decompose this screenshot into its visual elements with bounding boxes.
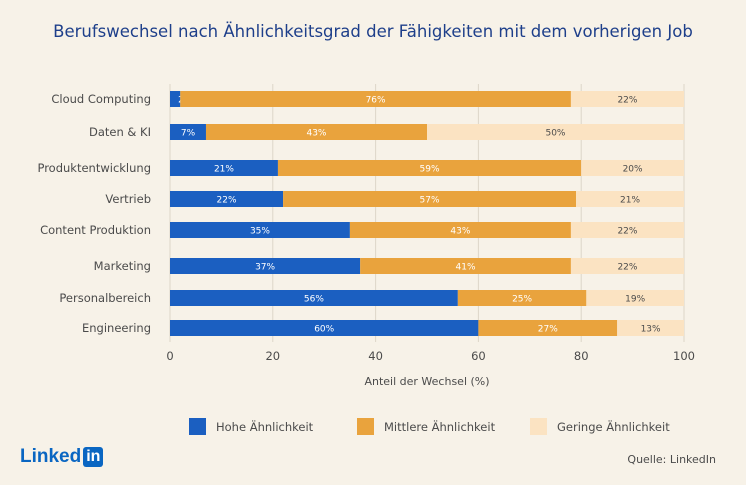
x-axis-title: Anteil der Wechsel (%) [364,375,489,388]
x-tick-label: 80 [574,349,589,363]
bar-segment [170,258,361,274]
bar-segment [170,222,350,238]
legend-swatch-high [189,418,206,435]
bar-segment [170,191,284,207]
category-label: Cloud Computing [51,92,151,106]
bar-segment [170,124,206,140]
data-label: 41% [456,263,476,273]
bar-segment [570,222,684,238]
bar-segment [570,258,684,274]
data-label: 59% [420,165,440,175]
data-label: 22% [217,196,237,206]
data-label: 22% [617,96,637,106]
legend-swatch-medium [357,418,374,435]
legend-swatch-low [530,418,547,435]
data-label: 21% [620,196,640,206]
category-label: Vertrieb [105,192,151,206]
category-label: Daten & KI [89,125,151,139]
source-note: Quelle: LinkedIn [627,453,716,466]
bar-segment [360,258,571,274]
chart-title: Berufswechsel nach Ähnlichkeitsgrad der … [53,22,693,41]
bar-segment [570,91,684,107]
bar-segment [205,124,427,140]
bar-segment [617,320,684,336]
data-label: 56% [304,295,324,305]
legend-label-medium: Mittlere Ähnlichkeit [384,419,496,434]
data-label: 43% [450,227,470,237]
data-label: 22% [617,227,637,237]
x-tick-label: 100 [673,349,695,363]
data-label: 13% [641,325,661,335]
data-label: 43% [306,129,326,139]
legend-label-low: Geringe Ähnlichkeit [557,419,670,434]
legend-item-low: Geringe Ähnlichkeit [530,418,670,435]
data-label: 21% [214,165,234,175]
bar-segment [457,290,587,306]
bar-segment [170,160,278,176]
data-label: 35% [250,227,270,237]
data-label: 37% [255,263,275,273]
data-label: 27% [538,325,558,335]
data-label: 57% [420,196,440,206]
bar-segment [170,320,479,336]
x-tick-label: 20 [265,349,280,363]
x-tick-label: 60 [471,349,486,363]
bar-segment [586,290,684,306]
legend: Hohe Ähnlichkeit Mittlere Ähnlichkeit Ge… [0,418,746,438]
logo-in-badge: in [83,447,104,467]
category-label: Marketing [94,259,151,273]
legend-label-high: Hohe Ähnlichkeit [216,419,314,434]
bar-segment [576,191,684,207]
data-label: 22% [617,263,637,273]
bar-segment [427,124,684,140]
data-label: 50% [545,129,565,139]
bar-segment [170,290,458,306]
bar-segment [581,160,684,176]
x-tick-label: 0 [166,349,173,363]
linkedin-logo: Linked in [20,446,104,468]
x-tick-label: 40 [368,349,383,363]
category-label: Personalbereich [59,291,151,305]
logo-text: Linked [20,446,82,467]
bar-segment [170,91,181,107]
legend-item-medium: Mittlere Ähnlichkeit [357,418,495,435]
bar-segment [349,222,571,238]
legend-item-high: Hohe Ähnlichkeit [189,418,313,435]
data-label: 60% [314,325,334,335]
data-label: 25% [512,295,532,305]
stacked-bar-chart: Cloud Computing2%76%22%Daten & KI7%43%50… [37,84,695,388]
data-label: 20% [623,165,643,175]
bar-segment [478,320,618,336]
category-label: Content Produktion [40,223,151,237]
data-label: 7% [181,129,196,139]
bar-segment [277,160,582,176]
bar-segment [180,91,571,107]
category-label: Engineering [82,321,151,335]
data-label: 76% [366,96,386,106]
data-label: 19% [625,295,645,305]
bar-segment [283,191,577,207]
category-label: Produktentwicklung [37,161,151,175]
